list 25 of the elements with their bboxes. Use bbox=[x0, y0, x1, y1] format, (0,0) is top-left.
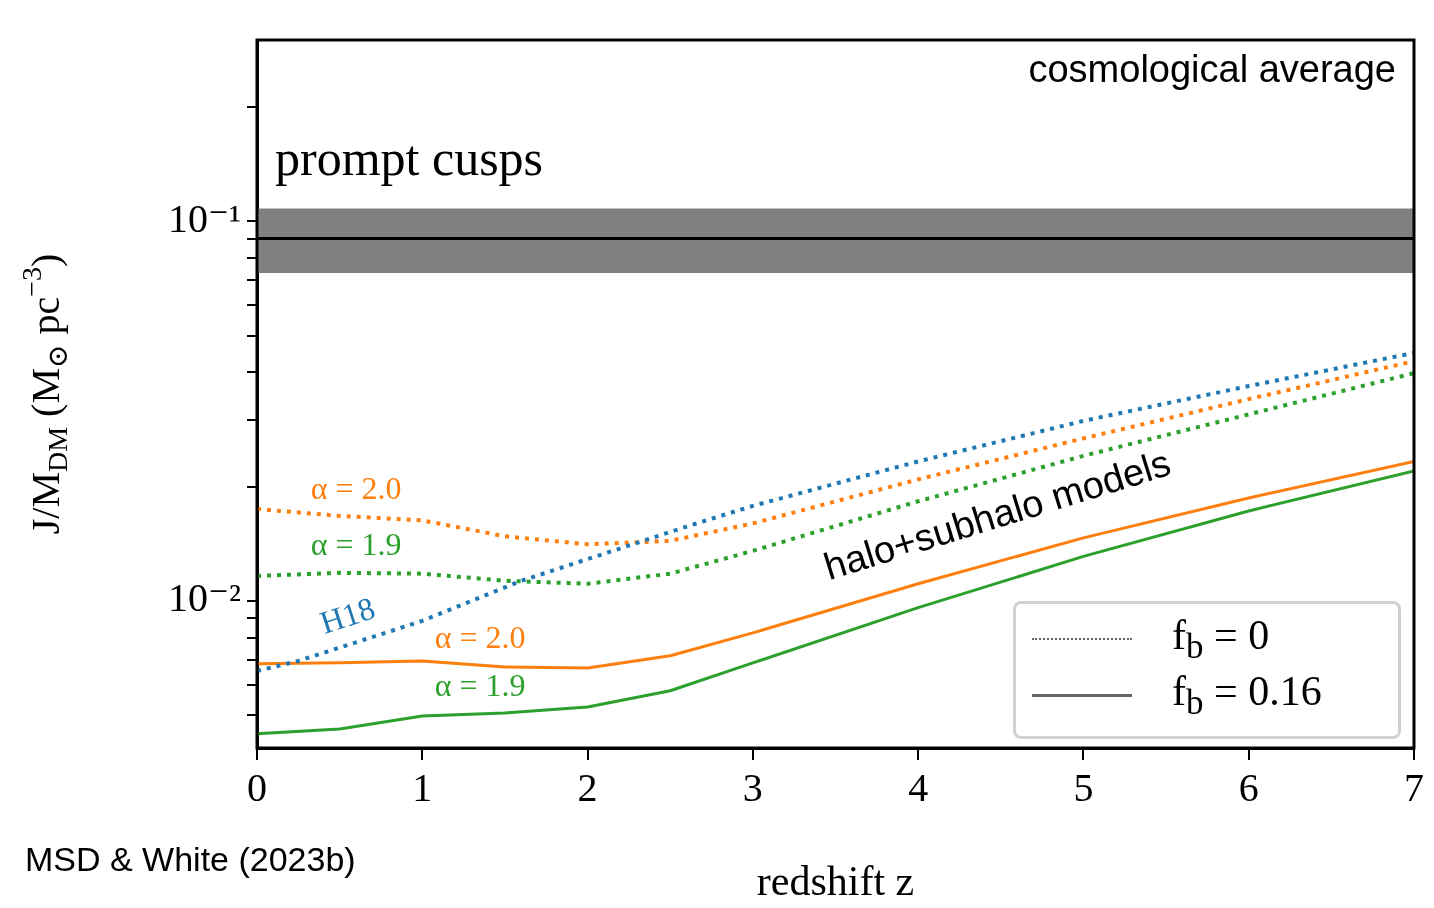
y-axis-title: J/MDM (M⊙ pc−3) bbox=[16, 253, 74, 535]
series-label: α = 1.9 bbox=[434, 667, 526, 704]
annotation: prompt cusps bbox=[275, 130, 544, 187]
x-tick-label: 5 bbox=[1073, 764, 1094, 810]
x-tick-label: 4 bbox=[908, 764, 929, 810]
text: MSD & White (2023b) bbox=[25, 840, 356, 879]
key-panel: f$_{b}$ = 0 f$_{b}$ = 0.16 bbox=[1013, 601, 1401, 739]
text: H18 bbox=[315, 589, 380, 641]
line-series bbox=[257, 371, 1414, 586]
annotation: f$_{b}$ = 0.16 bbox=[1172, 666, 1322, 724]
x-tick-label: 2 bbox=[577, 764, 598, 810]
annotation: cosmological average bbox=[1028, 48, 1396, 91]
y-tick-label: 10⁻² bbox=[167, 575, 241, 621]
x-tick-label: 6 bbox=[1238, 764, 1259, 810]
line-series bbox=[257, 350, 1414, 673]
x-axis-title: redshift z bbox=[756, 858, 915, 905]
series-label: α = 2.0 bbox=[434, 618, 526, 655]
annotation: f$_{b}$ = 0 bbox=[1172, 610, 1270, 668]
x-tick-label: 3 bbox=[742, 764, 763, 810]
x-tick-label: 7 bbox=[1404, 764, 1424, 810]
y-tick-label: 10⁻¹ bbox=[167, 195, 241, 241]
x-tick-label: 1 bbox=[412, 764, 433, 810]
series-label: α = 2.0 bbox=[310, 470, 402, 507]
series-label: α = 1.9 bbox=[310, 526, 402, 563]
x-tick-label: 0 bbox=[247, 764, 267, 810]
